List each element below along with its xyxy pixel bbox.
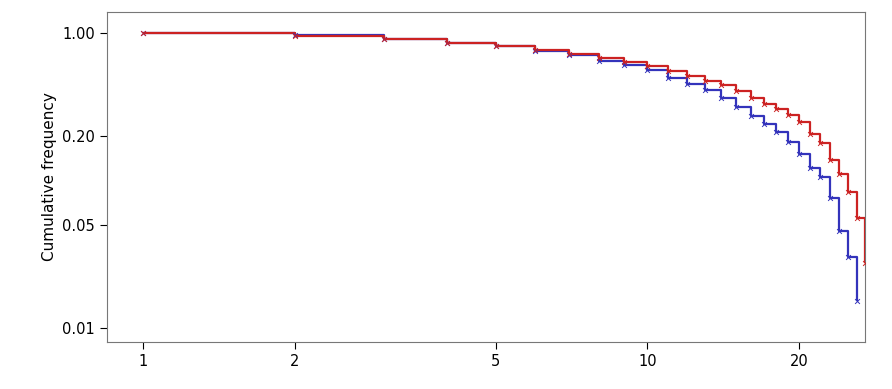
Point [858,259,872,266]
Point [743,113,757,119]
Point [803,165,817,172]
Point [803,131,817,137]
Point [681,73,695,79]
Point [823,195,838,202]
Point [841,254,855,260]
Point [832,171,847,177]
Point [698,78,712,84]
Point [562,52,576,58]
Point [661,74,675,81]
Point [743,95,757,102]
Point [714,95,729,101]
Point [376,36,391,42]
Point [714,82,729,88]
Point [781,139,796,145]
Point [136,30,150,36]
Point [287,32,301,38]
Point [287,33,301,39]
Point [832,228,847,234]
Point [698,87,712,93]
Point [823,156,838,163]
Point [792,151,806,157]
Point [640,63,655,69]
Point [661,68,675,74]
Point [681,81,695,87]
Point [562,51,576,57]
Point [591,55,606,61]
Point [814,174,828,180]
Point [850,298,864,305]
Point [376,36,391,42]
Point [769,130,783,136]
Point [756,100,771,107]
Y-axis label: Cumulative frequency: Cumulative frequency [42,93,57,261]
Point [440,40,454,46]
Point [440,40,454,46]
Point [528,48,542,54]
Point [850,215,864,221]
Point [781,112,796,118]
Point [617,62,632,68]
Point [136,30,150,36]
Point [528,47,542,54]
Point [730,103,744,110]
Point [730,88,744,95]
Point [489,43,503,49]
Point [769,106,783,112]
Point [640,67,655,74]
Point [756,121,771,127]
Point [814,140,828,146]
Point [792,119,806,125]
Point [617,59,632,65]
Point [489,43,503,49]
Point [591,58,606,64]
Point [841,189,855,195]
